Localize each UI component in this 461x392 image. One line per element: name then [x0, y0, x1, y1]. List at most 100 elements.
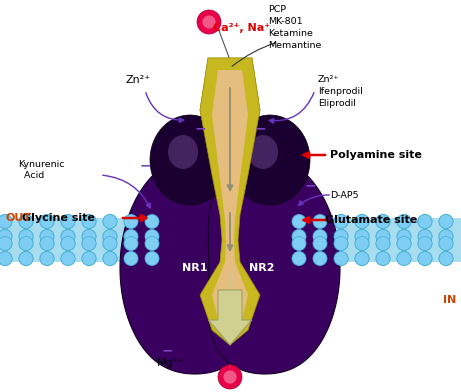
Circle shape [124, 214, 138, 229]
Text: Zn²⁺: Zn²⁺ [125, 75, 151, 85]
Text: Kynurenic
  Acid: Kynurenic Acid [18, 160, 65, 180]
Circle shape [61, 252, 75, 265]
Circle shape [61, 252, 75, 265]
Circle shape [376, 214, 390, 229]
Circle shape [439, 236, 453, 250]
Circle shape [334, 229, 348, 243]
Text: IN: IN [443, 295, 456, 305]
Circle shape [334, 236, 348, 250]
Circle shape [376, 236, 390, 250]
Circle shape [292, 252, 306, 265]
Text: −: − [161, 343, 173, 357]
Circle shape [124, 236, 138, 250]
Circle shape [40, 229, 54, 243]
Text: −: − [139, 158, 151, 172]
Circle shape [397, 229, 411, 243]
Circle shape [355, 236, 369, 250]
Circle shape [218, 365, 242, 389]
Polygon shape [200, 58, 260, 345]
Circle shape [124, 229, 138, 243]
Circle shape [355, 236, 369, 250]
Circle shape [145, 236, 159, 250]
Text: Zn²⁺
Ifenprodil
Eliprodil: Zn²⁺ Ifenprodil Eliprodil [318, 75, 363, 107]
Circle shape [0, 236, 12, 250]
Circle shape [61, 214, 75, 229]
Circle shape [124, 229, 138, 243]
Text: Ca²⁺, Na⁺: Ca²⁺, Na⁺ [213, 23, 270, 33]
Circle shape [145, 236, 159, 250]
Circle shape [19, 214, 33, 229]
Circle shape [124, 252, 138, 265]
Circle shape [439, 252, 453, 265]
Circle shape [355, 229, 369, 243]
Circle shape [40, 229, 54, 243]
Circle shape [397, 229, 411, 243]
Circle shape [19, 229, 33, 243]
Circle shape [355, 214, 369, 229]
Circle shape [376, 252, 390, 265]
Circle shape [0, 236, 12, 250]
Circle shape [355, 229, 369, 243]
Circle shape [103, 214, 117, 229]
Circle shape [439, 229, 453, 243]
Circle shape [40, 214, 54, 229]
Circle shape [292, 236, 306, 250]
Circle shape [82, 214, 96, 229]
Polygon shape [212, 70, 248, 340]
Text: Mg²⁺: Mg²⁺ [156, 358, 183, 368]
Circle shape [313, 229, 327, 243]
Circle shape [103, 229, 117, 243]
Circle shape [61, 236, 75, 250]
Circle shape [418, 229, 432, 243]
Text: NR2: NR2 [249, 263, 275, 273]
Ellipse shape [168, 135, 198, 169]
Circle shape [439, 214, 453, 229]
Circle shape [355, 252, 369, 265]
Circle shape [197, 10, 221, 34]
Circle shape [313, 252, 327, 265]
Circle shape [397, 252, 411, 265]
Circle shape [82, 229, 96, 243]
Circle shape [397, 214, 411, 229]
Circle shape [418, 236, 432, 250]
Circle shape [439, 214, 453, 229]
Circle shape [334, 252, 348, 265]
Circle shape [40, 252, 54, 265]
Text: D-AP5: D-AP5 [330, 191, 359, 200]
Circle shape [19, 236, 33, 250]
Ellipse shape [150, 115, 230, 205]
Text: OUT: OUT [5, 213, 31, 223]
Circle shape [418, 214, 432, 229]
Circle shape [61, 229, 75, 243]
Circle shape [82, 252, 96, 265]
Circle shape [103, 252, 117, 265]
Circle shape [103, 236, 117, 250]
Text: PCP
MK-801
Ketamine
Memantine: PCP MK-801 Ketamine Memantine [268, 5, 321, 51]
Circle shape [334, 236, 348, 250]
Circle shape [61, 214, 75, 229]
Circle shape [19, 252, 33, 265]
Circle shape [103, 229, 117, 243]
Polygon shape [212, 70, 248, 340]
Circle shape [0, 229, 12, 243]
Text: −: − [304, 178, 316, 192]
Circle shape [19, 229, 33, 243]
Circle shape [334, 229, 348, 243]
Circle shape [202, 15, 216, 29]
Circle shape [418, 252, 432, 265]
Circle shape [82, 214, 96, 229]
Circle shape [61, 229, 75, 243]
Circle shape [103, 236, 117, 250]
Circle shape [439, 252, 453, 265]
Circle shape [292, 214, 306, 229]
Circle shape [124, 236, 138, 250]
Circle shape [292, 229, 306, 243]
Circle shape [439, 229, 453, 243]
Circle shape [292, 236, 306, 250]
Circle shape [334, 214, 348, 229]
Circle shape [376, 236, 390, 250]
Circle shape [19, 214, 33, 229]
Circle shape [145, 214, 159, 229]
Circle shape [124, 214, 138, 229]
Circle shape [124, 252, 138, 265]
